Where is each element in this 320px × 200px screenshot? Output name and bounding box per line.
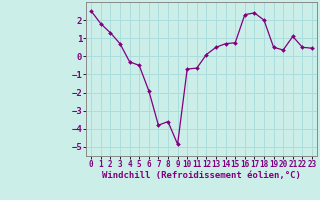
X-axis label: Windchill (Refroidissement éolien,°C): Windchill (Refroidissement éolien,°C) <box>102 171 301 180</box>
